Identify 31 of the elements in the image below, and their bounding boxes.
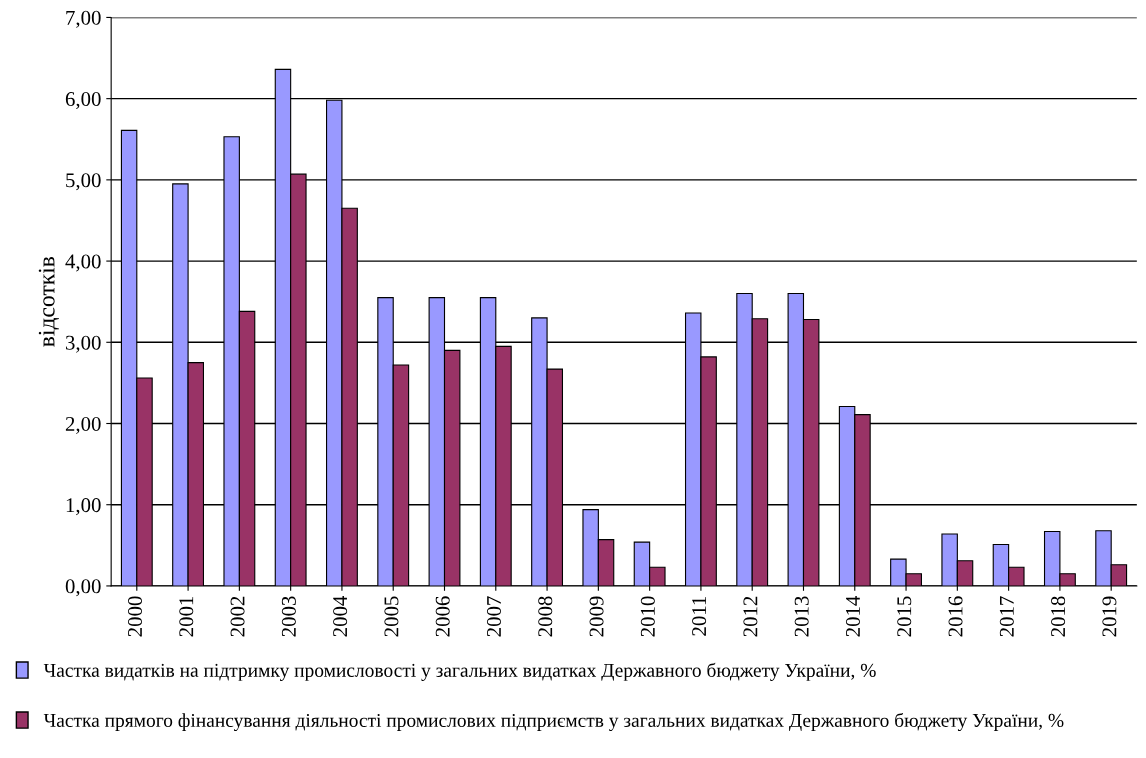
y-axis-title: відсотків bbox=[38, 256, 59, 347]
y-tick-label: 7,00 bbox=[66, 10, 101, 28]
legend-label: Частка прямого фінансування діяльності промислових підприємств у загальних видатках Державного бюджету України, % bbox=[43, 712, 1064, 731]
x-tick-label: 2005 bbox=[384, 596, 399, 637]
x-tick-label: 2006 bbox=[435, 596, 450, 637]
y-tick-label: 6,00 bbox=[65, 92, 101, 110]
y-tick-label: 4,00 bbox=[65, 254, 101, 272]
y-tick-label: 0,00 bbox=[65, 579, 101, 597]
legend-label: Частка видатків на підтримку промисловості у загальних видатках Державного бюджету України, % bbox=[43, 662, 876, 681]
x-tick-label: 2015 bbox=[897, 596, 912, 637]
y-tick-label: 1,00 bbox=[66, 498, 101, 516]
y-tick-label: 2,00 bbox=[65, 416, 101, 434]
x-tick-label: 2011 bbox=[692, 596, 707, 636]
y-tick-label: 3,00 bbox=[65, 335, 101, 353]
x-tick-label: 2019 bbox=[1102, 596, 1117, 637]
x-tick-label: 2018 bbox=[1051, 596, 1066, 637]
x-tick-label: 2004 bbox=[333, 595, 348, 637]
x-tick-label: 2016 bbox=[948, 596, 963, 637]
x-tick-label: 2008 bbox=[538, 596, 553, 637]
x-tick-label: 2007 bbox=[486, 596, 501, 637]
x-tick-label: 2002 bbox=[230, 596, 245, 637]
x-tick-label: 2003 bbox=[281, 596, 296, 637]
x-tick-label: 2014 bbox=[845, 595, 860, 637]
x-tick-label: 2009 bbox=[589, 596, 604, 637]
x-tick-label: 2000 bbox=[127, 596, 143, 637]
x-tick-label: 2013 bbox=[794, 596, 809, 637]
x-tick-label: 2017 bbox=[999, 596, 1014, 637]
x-tick-label: 2010 bbox=[640, 596, 655, 637]
y-tick-label: 5,00 bbox=[66, 173, 101, 191]
x-tick-label: 2012 bbox=[743, 596, 758, 637]
x-tick-label: 2001 bbox=[179, 596, 194, 637]
